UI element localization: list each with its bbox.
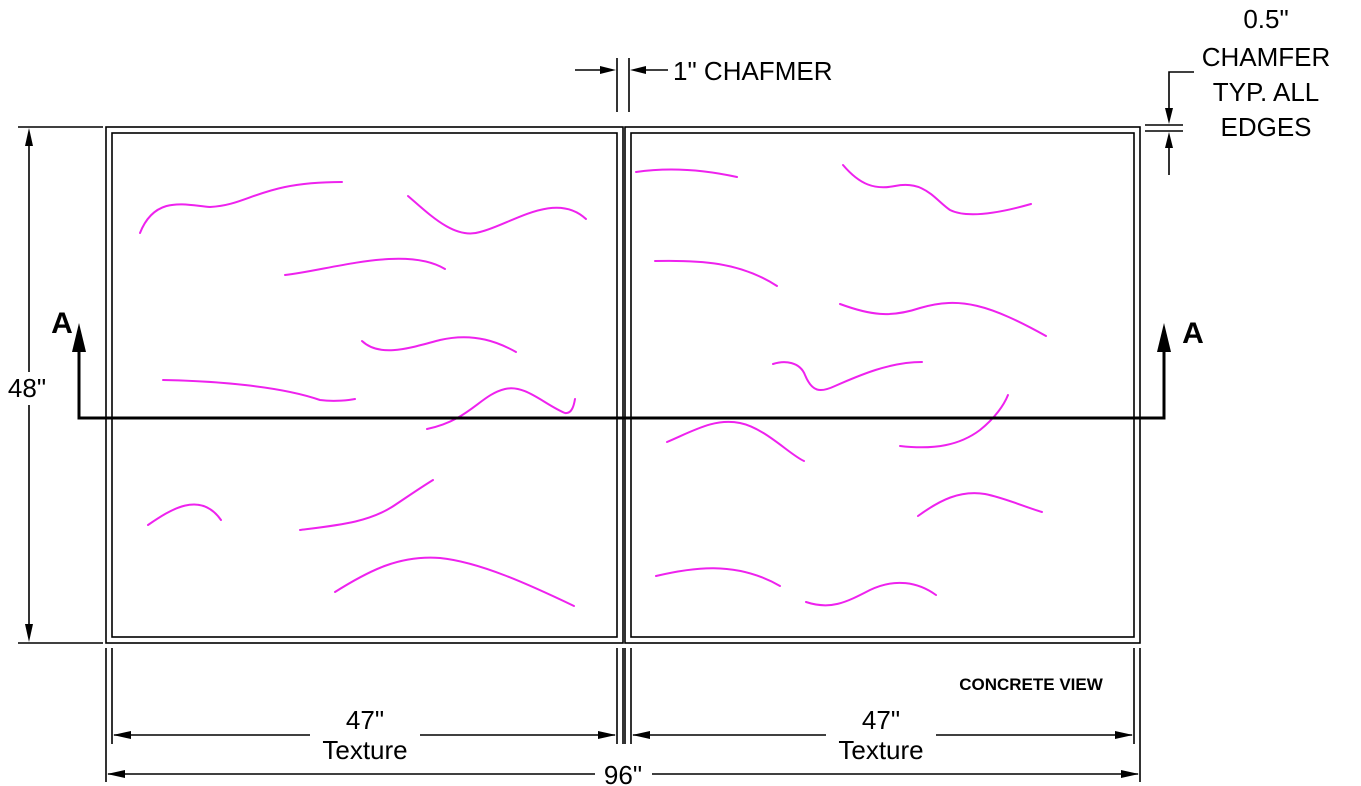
view-title: CONCRETE VIEW — [959, 675, 1104, 694]
texture-stroke — [147, 503, 222, 526]
edge-chamfer-line-1: 0.5" — [1243, 4, 1288, 34]
edge-chamfer-line-3: TYP. ALL — [1213, 77, 1320, 107]
texture-stroke — [917, 492, 1043, 517]
texture-stroke — [299, 479, 434, 531]
panel-outlines — [105, 126, 1141, 644]
texture-stroke — [284, 257, 446, 276]
texture-stroke — [899, 394, 1009, 449]
left-width-dimension: 47" Texture — [113, 705, 616, 765]
edge-chamfer-line-4: EDGES — [1220, 112, 1311, 142]
section-mark-left: A — [51, 307, 73, 340]
section-cut-a-a: A A — [51, 307, 1204, 420]
height-dimension-label: 48" — [8, 373, 46, 403]
overall-width-label: 96" — [604, 760, 642, 786]
section-arrow-right — [1157, 323, 1171, 352]
center-chamfer-label: 1" CHAFMER — [673, 56, 832, 86]
edge-chamfer-callout: 0.5" CHAMFER TYP. ALL EDGES — [1145, 4, 1330, 175]
texture-stroke — [334, 556, 575, 607]
bottom-extension-lines — [105, 648, 1141, 782]
section-arrow-left — [72, 323, 86, 352]
left-texture-label: Texture — [322, 735, 407, 765]
texture-stroke — [772, 361, 923, 392]
texture-stroke — [842, 164, 1032, 216]
section-mark-right: A — [1182, 317, 1204, 350]
height-dimension: 48" — [8, 126, 103, 644]
texture-stroke — [655, 567, 781, 587]
texture-stroke — [805, 581, 937, 607]
right-texture-label: Texture — [838, 735, 923, 765]
texture-stroke — [839, 301, 1047, 337]
left-panel-inner — [111, 132, 618, 638]
right-width-label: 47" — [862, 705, 900, 735]
center-chamfer-callout: 1" CHAFMER — [575, 56, 832, 112]
left-width-label: 47" — [346, 705, 384, 735]
texture-stroke — [666, 420, 805, 462]
right-panel-outer — [624, 126, 1141, 644]
section-cut-line — [77, 352, 1166, 420]
texture-stroke — [162, 379, 356, 402]
texture-strokes — [139, 164, 1047, 607]
texture-stroke — [407, 195, 587, 235]
right-width-dimension: 47" Texture — [632, 705, 1133, 765]
texture-stroke — [654, 259, 778, 287]
texture-stroke — [426, 387, 576, 430]
texture-stroke — [139, 181, 343, 234]
edge-chamfer-line-2: CHAMFER — [1202, 42, 1331, 72]
left-panel-outer — [105, 126, 624, 644]
texture-stroke — [361, 336, 517, 353]
overall-width-dimension: 96" — [107, 760, 1139, 786]
right-panel-inner — [630, 132, 1135, 638]
texture-stroke — [635, 168, 738, 178]
